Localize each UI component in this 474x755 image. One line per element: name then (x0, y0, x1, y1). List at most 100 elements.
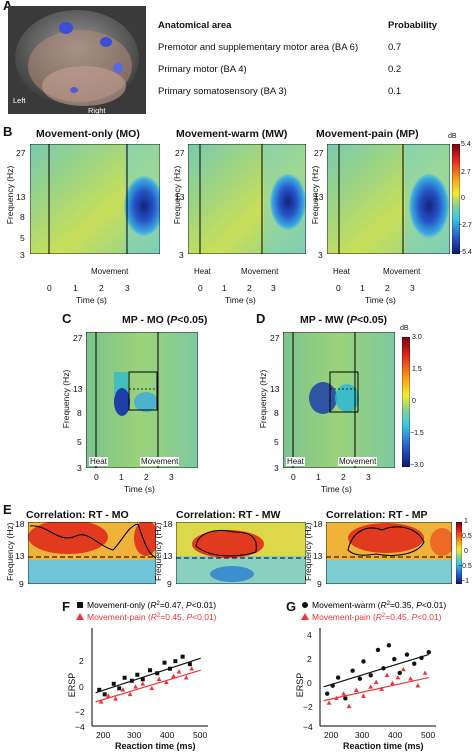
data-point-circle (361, 659, 366, 664)
panel-e-label: E (3, 502, 12, 517)
data-point-triangle (98, 699, 104, 704)
activation-blob (59, 22, 73, 34)
corr-map-mw (176, 522, 306, 584)
panel-g-label: G (286, 599, 297, 614)
data-point-triangle (333, 695, 339, 701)
corr-map-mo (28, 522, 156, 584)
corr-map-mp (326, 522, 452, 584)
panel-g-ylabel: ERSP (295, 672, 305, 698)
table-row: Primary motor (BA 4) 0.2 (158, 64, 402, 75)
data-point-triangle (361, 693, 366, 698)
data-point-circle (397, 670, 402, 676)
data-point-triangle (163, 679, 169, 685)
legend-f: Movement-only (R2=0.47, P<0.01) Movement… (76, 600, 217, 622)
data-point-square (122, 675, 127, 680)
data-point-triangle (183, 675, 189, 680)
data-point-circle (335, 675, 341, 680)
title-d: MP - MW (P<0.05) (300, 314, 388, 326)
colorbar-d (402, 337, 410, 467)
panel-f-xlabel: Reaction time (ms) (115, 741, 196, 751)
table-row: Primary somatosensory (BA 3) 0.1 (158, 86, 402, 97)
panel-f-label: F (62, 599, 70, 614)
panel-b-ylabel: Frequency (Hz) (5, 165, 15, 225)
fit-line-series-0 (323, 653, 429, 688)
data-point-triangle (395, 674, 401, 680)
data-point-triangle (341, 691, 346, 696)
panel-g-xlabel: Reaction time (ms) (343, 741, 424, 751)
movement-annotation: Movement (90, 267, 130, 276)
data-point-square (180, 654, 185, 659)
data-point-triangle (156, 676, 162, 682)
panel-a-label: A (3, 0, 13, 13)
data-point-triangle (133, 684, 138, 689)
table-row: Premotor and supplementary motor area (B… (158, 42, 402, 53)
title-mw: Movement-warm (MW) (176, 128, 288, 140)
data-point-circle (419, 655, 424, 661)
data-point-triangle (384, 672, 390, 678)
data-point-triangle (415, 683, 421, 688)
data-point-triangle (171, 673, 176, 679)
scatter-g (319, 628, 436, 727)
legend-g-red-text: Movement-pain (R2=0.45, P<0.01) (312, 612, 442, 622)
data-point-square (162, 660, 167, 665)
data-point-triangle (149, 685, 155, 691)
data-point-circle (381, 666, 386, 671)
fit-line-series-1 (95, 669, 201, 703)
col-anatomical-area: Anatomical area (158, 20, 232, 31)
data-point-square (148, 668, 152, 673)
data-point-triangle (422, 670, 428, 675)
brain-left-label: Left (13, 96, 26, 105)
panel-c-ylabel: Frequency (Hz) (61, 369, 71, 429)
data-point-square (173, 659, 178, 664)
data-point-triangle (400, 666, 406, 672)
brain-image (8, 6, 146, 114)
data-point-circle (375, 647, 381, 653)
data-point-square (117, 686, 122, 691)
legend-g-triangle-marker (301, 613, 309, 620)
data-point-square (111, 681, 116, 686)
data-point-circle (392, 656, 397, 662)
data-point-square (187, 662, 192, 667)
data-point-triangle (379, 686, 385, 691)
title-e-mo: Correlation: RT - MO (26, 509, 129, 521)
legend-f-square-marker (77, 602, 83, 608)
legend-g: Movement-warm (R2=0.35, P<0.01) Movement… (301, 600, 446, 622)
panel-d-label: D (256, 311, 266, 326)
data-point-triangle (373, 679, 379, 684)
data-point-triangle (140, 681, 146, 686)
legend-f-triangle-marker (76, 613, 84, 620)
panel-e-ylabel: Frequency (Hz) (5, 522, 15, 581)
data-point-circle (330, 683, 335, 688)
data-point-triangle (120, 687, 126, 692)
data-point-square (167, 666, 172, 671)
data-point-square (155, 671, 160, 676)
data-point-triangle (346, 703, 352, 709)
tf-map-mw (188, 144, 306, 254)
title-mp: Movement-pain (MP) (316, 128, 419, 140)
data-point-square (102, 692, 107, 697)
legend-g-black-text: Movement-warm (R2=0.35, P<0.01) (312, 600, 446, 610)
fit-line-series-0 (95, 657, 201, 694)
panel-c-label: C (62, 311, 72, 326)
data-point-square (129, 678, 134, 683)
brain-right-label: Right (88, 106, 106, 115)
legend-f-black-text: Movement-only (R2=0.47, P<0.01) (87, 600, 216, 610)
legend-g-circle-marker (302, 602, 308, 608)
data-point-circle (357, 676, 363, 681)
data-point-triangle (127, 691, 133, 697)
data-point-triangle (326, 700, 332, 705)
panel-b-xlabel: Time (s) (76, 295, 107, 305)
data-point-square (140, 677, 145, 682)
data-point-triangle (189, 666, 195, 671)
data-point-circle (404, 652, 410, 657)
fit-line-series-1 (323, 676, 429, 702)
col-probability: Probability (388, 20, 438, 31)
title-mo: Movement-only (MO) (36, 128, 140, 140)
tf-map-mo (30, 144, 160, 254)
tf-map-mp (327, 144, 450, 254)
scatter-f (91, 628, 208, 727)
diff-map-c (86, 332, 198, 468)
data-point-circle (325, 691, 330, 696)
data-point-triangle (390, 680, 395, 686)
title-e-mp: Correlation: RT - MP (326, 509, 428, 521)
